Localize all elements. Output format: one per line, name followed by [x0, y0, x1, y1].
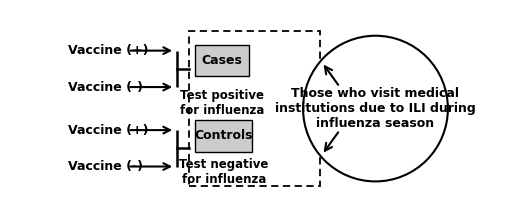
Ellipse shape [303, 36, 448, 181]
Text: Controls: Controls [195, 129, 253, 142]
FancyBboxPatch shape [195, 45, 248, 76]
Text: Cases: Cases [201, 54, 242, 67]
Text: Those who visit medical
institutions due to ILI during
influenza season: Those who visit medical institutions due… [275, 87, 476, 130]
Text: Test positive
for influenza: Test positive for influenza [180, 89, 264, 117]
FancyBboxPatch shape [195, 120, 252, 152]
Text: Test negative
for influenza: Test negative for influenza [179, 158, 268, 186]
Text: Vaccine (-): Vaccine (-) [68, 160, 143, 173]
Text: Vaccine (-): Vaccine (-) [68, 81, 143, 94]
Text: Vaccine (+): Vaccine (+) [68, 44, 148, 57]
Text: Vaccine (+): Vaccine (+) [68, 124, 148, 137]
